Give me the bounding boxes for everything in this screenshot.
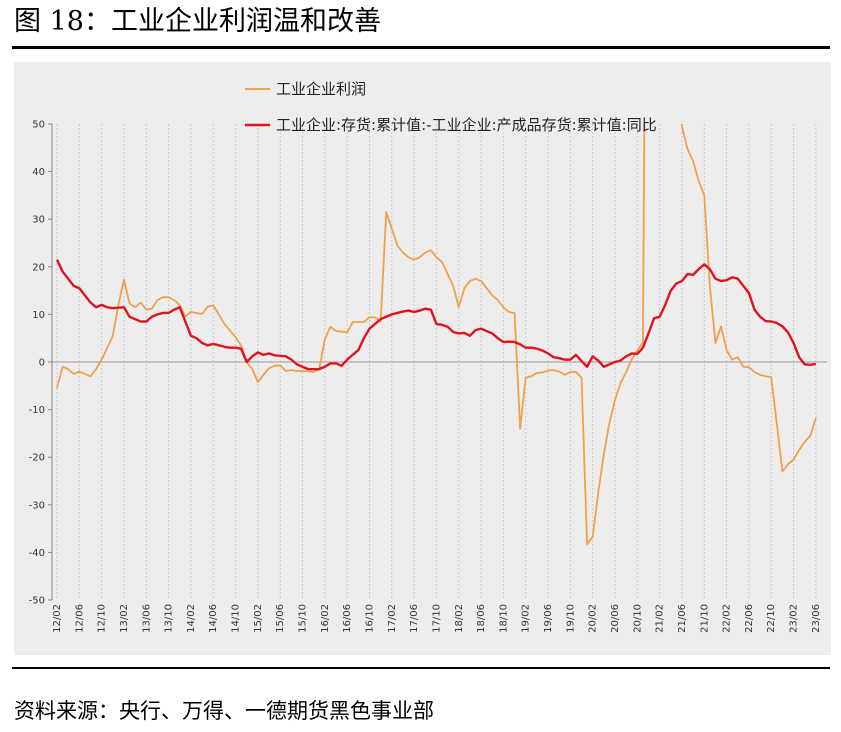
x-tick-label: 20/06 xyxy=(610,604,621,633)
x-tick-label: 14/02 xyxy=(186,604,197,633)
x-tick-label: 14/10 xyxy=(231,604,242,633)
x-tick-label: 14/06 xyxy=(208,604,219,633)
plot-background xyxy=(14,62,831,655)
x-tick-label: 16/02 xyxy=(320,604,331,633)
x-tick-label: 18/06 xyxy=(476,604,487,633)
x-tick-label: 17/10 xyxy=(431,604,442,633)
x-tick-label: 18/02 xyxy=(454,604,465,633)
x-tick-label: 13/02 xyxy=(119,604,130,633)
chart: 12/02 12/06 12/10 13/02 13/06 13/10 14/02 14/06… xyxy=(29,80,827,633)
figure-title: 图 18：工业企业利润温和改善 xyxy=(14,6,381,37)
x-tick-label: 21/10 xyxy=(699,604,710,633)
x-tick-label: 23/02 xyxy=(789,604,800,633)
x-tick-label: 17/06 xyxy=(409,604,420,633)
x-tick-label: 12/06 xyxy=(74,604,85,633)
x-tick-label: 22/06 xyxy=(744,604,755,633)
y-tick-label: -20 xyxy=(29,453,45,464)
series-line xyxy=(55,259,817,371)
x-tick-label: 18/10 xyxy=(498,604,509,633)
x-tick-label: 13/10 xyxy=(164,604,175,633)
y-tick-label: -10 xyxy=(29,405,45,416)
x-tick-label: 20/02 xyxy=(588,604,599,633)
y-tick-label: -30 xyxy=(29,500,45,511)
x-tick-label: 13/06 xyxy=(141,604,152,633)
series-layer xyxy=(55,124,817,546)
x-tick-label: 22/02 xyxy=(722,604,733,633)
y-tick-label: 50 xyxy=(32,120,45,131)
x-tick-label: 22/10 xyxy=(766,604,777,633)
x-tick-label: 19/02 xyxy=(521,604,532,633)
x-tick-label: 12/10 xyxy=(97,604,108,633)
x-tick-label: 19/10 xyxy=(565,604,576,633)
x-tick-label: 12/02 xyxy=(52,604,63,633)
x-tick-label: 17/02 xyxy=(387,604,398,633)
x-tick-label: 20/10 xyxy=(632,604,643,633)
x-tick-label: 19/06 xyxy=(543,604,554,633)
x-tick-label: 21/06 xyxy=(677,604,688,633)
y-tick-label: -50 xyxy=(29,596,45,607)
x-tick-label: 16/06 xyxy=(342,604,353,633)
y-tick-label: 0 xyxy=(39,358,45,369)
y-tick-label: 30 xyxy=(32,215,45,226)
x-tick-label: 21/02 xyxy=(655,604,666,633)
source-rule xyxy=(12,667,830,669)
y-tick-label: -40 xyxy=(29,548,45,559)
x-tick-label: 15/10 xyxy=(298,604,309,633)
legend-label: 工业企业:存货:累计值:-工业企业:产成品存货:累计值:同比 xyxy=(276,116,657,134)
x-tick-label: 23/06 xyxy=(811,604,822,633)
source-note: 资料来源：央行、万得、一德期货黑色事业部 xyxy=(14,699,434,723)
y-tick-label: 40 xyxy=(32,167,45,178)
y-tick-label: 10 xyxy=(32,310,45,321)
x-tick-label: 16/10 xyxy=(364,604,375,633)
x-tick-label: 15/02 xyxy=(253,604,264,633)
legend-label: 工业企业利润 xyxy=(276,80,366,98)
y-tick-label: 20 xyxy=(32,262,45,273)
x-tick-label: 15/06 xyxy=(275,604,286,633)
series-line xyxy=(56,124,817,546)
title-rule xyxy=(12,46,830,49)
